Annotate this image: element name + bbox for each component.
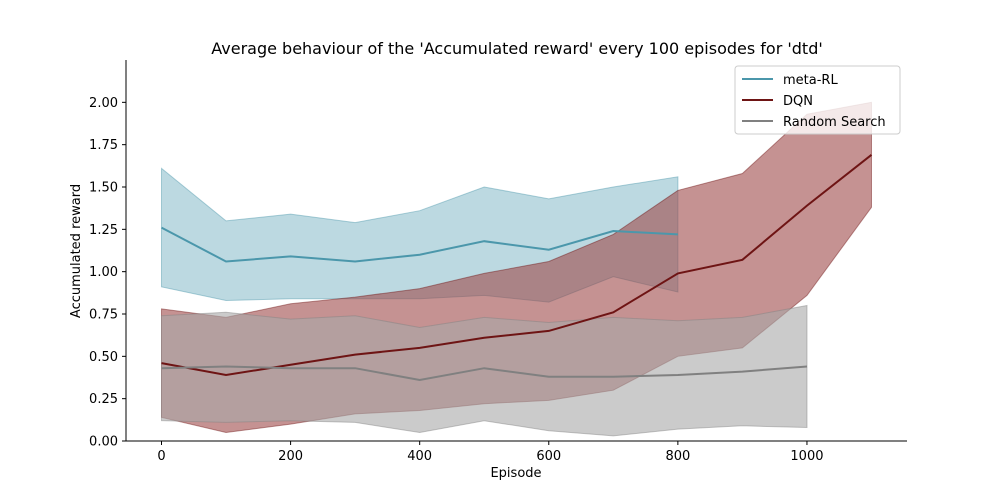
line-meta-rl: [161, 226, 678, 263]
band-random-search: [161, 304, 808, 437]
y-axis-label: Accumulated reward: [69, 184, 84, 318]
line-dqn: [161, 154, 873, 377]
legend-label-meta-rl: meta-RL: [783, 73, 838, 88]
y-tick-label: 2.00: [89, 96, 118, 111]
x-axis-ticks: 0 200 400 600 800 1000: [157, 441, 824, 464]
x-tick-label: 400: [407, 449, 432, 464]
x-tick-label: 1000: [790, 449, 823, 464]
line-random-search: [161, 365, 808, 382]
y-tick-label: 1.00: [89, 265, 118, 280]
legend: meta-RL DQN Random Search: [734, 65, 901, 135]
y-tick-label: 0.50: [89, 350, 118, 365]
x-tick-label: 0: [157, 449, 165, 464]
legend-label-random-search: Random Search: [783, 115, 886, 130]
legend-label-dqn: DQN: [783, 94, 813, 109]
x-tick-label: 600: [536, 449, 561, 464]
x-tick-label: 800: [665, 449, 690, 464]
x-axis-label: Episode: [490, 466, 541, 481]
y-tick-label: 0.00: [89, 435, 118, 450]
y-tick-label: 0.25: [89, 392, 118, 407]
legend-frame: [734, 65, 901, 135]
y-tick-label: 0.75: [89, 308, 118, 323]
x-tick-label: 200: [278, 449, 303, 464]
plot-area: [161, 101, 873, 437]
y-tick-label: 1.75: [89, 138, 118, 153]
y-tick-label: 1.50: [89, 181, 118, 196]
y-tick-label: 1.25: [89, 223, 118, 238]
y-axis-ticks: 0.00 0.25 0.50 0.75 1.00 1.25 1.50 1.75 2.00: [89, 96, 126, 450]
chart-title: Average behaviour of the 'Accumulated re…: [211, 39, 823, 58]
